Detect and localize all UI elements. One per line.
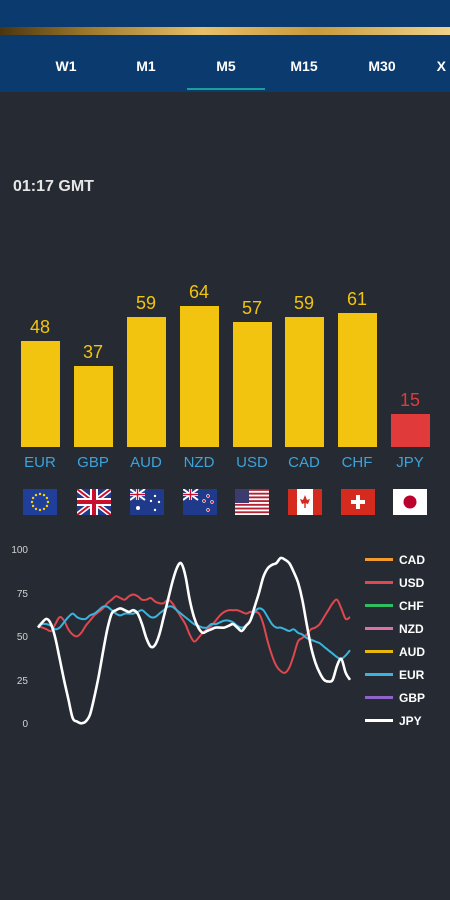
bar-aud [127,317,166,447]
bar-value-nzd: 64 [188,282,210,303]
legend-label: AUD [399,644,425,659]
legend-swatch [365,604,393,607]
bar-jpy [391,414,430,447]
bar-label-nzd: NZD [183,454,215,471]
bar-value-gbp: 37 [82,341,104,362]
tab-m30[interactable]: M30 [368,58,396,74]
legend-label: GBP [399,690,426,705]
legend-label: NZD [399,621,424,636]
series-line-usd [37,593,351,674]
legend-label: CHF [399,598,424,613]
y-tick-label: 0 [22,719,28,730]
bar-value-chf: 61 [346,288,368,309]
bar-label-cad: CAD [288,454,320,471]
bar-label-chf: CHF [341,454,373,471]
legend-item-usd[interactable]: USD [365,571,425,594]
legend-swatch [365,627,393,630]
bar-label-eur: EUR [24,454,56,471]
bar-value-usd: 57 [241,297,263,318]
bar-label-jpy: JPY [396,454,424,471]
legend-item-aud[interactable]: AUD [365,640,425,663]
flag-us-icon [235,489,269,515]
y-tick-label: 100 [11,545,28,556]
flag-uk-icon [77,489,111,515]
bar-value-aud: 59 [135,293,157,314]
bar-value-cad: 59 [293,293,315,314]
tab-m1[interactable]: M1 [136,58,156,74]
bar-value-eur: 48 [29,317,51,338]
time-label: 01:17 GMT [13,178,94,195]
legend-swatch [365,673,393,676]
legend-swatch [365,696,393,699]
legend-swatch [365,719,393,722]
bar-chf [338,312,377,447]
flag-nz-icon [183,489,217,515]
timeframe-tabs: W1 M1 M5 M15 M30 X [0,40,450,92]
series-line-jpy [36,556,352,725]
legend-item-cad[interactable]: CAD [365,548,425,571]
gold-accent-line [0,27,450,35]
legend-item-gbp[interactable]: GBP [365,686,425,709]
chart-legend: CAD USD CHF NZD AUD EUR GBP JPY [365,548,425,732]
legend-label: CAD [399,552,425,567]
tab-more[interactable]: X [436,58,446,74]
tab-m5[interactable]: M5 [187,40,265,92]
bar-usd [233,321,272,447]
flag-ch-icon [341,489,375,515]
tab-w1[interactable]: W1 [55,58,77,74]
top-bar [0,0,450,92]
y-tick-label: 75 [16,588,28,600]
bar-nzd [180,306,219,447]
legend-label: USD [399,575,425,590]
bar-label-gbp: GBP [77,454,109,471]
legend-swatch [365,558,393,561]
flag-eu-icon [23,489,57,515]
flag-ca-icon [288,489,322,515]
strength-line-chart [36,556,352,725]
legend-item-eur[interactable]: EUR [365,663,425,686]
y-tick-label: 50 [16,632,28,643]
y-tick-label: 25 [16,675,28,687]
bar-cad [285,317,324,447]
legend-item-nzd[interactable]: NZD [365,617,425,640]
legend-item-chf[interactable]: CHF [365,594,425,617]
legend-label: EUR [399,667,425,682]
legend-swatch [365,650,393,653]
series-line-eur [37,605,351,660]
legend-swatch [365,581,393,584]
bar-gbp [74,365,113,447]
tab-m15[interactable]: M15 [290,58,318,74]
legend-item-jpy[interactable]: JPY [365,709,425,732]
flag-jp-icon [393,489,427,515]
bar-value-jpy: 15 [399,390,421,410]
flag-au-icon [130,489,164,515]
legend-label: JPY [399,713,422,728]
bar-label-usd: USD [236,454,268,471]
bar-eur [21,341,60,447]
bar-label-aud: AUD [130,454,162,471]
